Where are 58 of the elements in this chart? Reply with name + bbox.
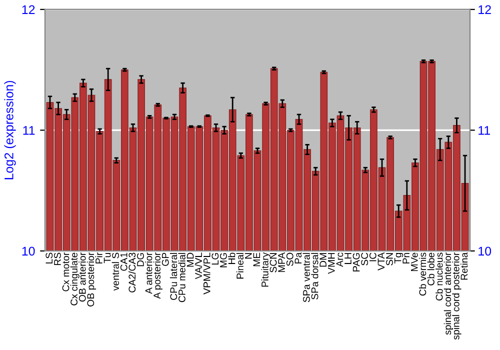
- x-tick-label: VTA: [378, 252, 385, 270]
- x-tick-label: SPa dorsal: [311, 252, 318, 300]
- x-tick-label: A anterior: [145, 252, 152, 294]
- x-tick-label: GP: [162, 252, 169, 266]
- x-tick-label: RS: [54, 252, 61, 266]
- x-tick-label: LG: [212, 253, 219, 265]
- x-tick-label: VPM/VPL: [203, 252, 210, 294]
- x-tick-label: IC: [369, 252, 376, 262]
- x-tick-label: ME: [253, 252, 260, 266]
- y-tick-label: 11: [23, 126, 35, 135]
- x-tick-label: Cb vermis: [418, 252, 426, 296]
- x-tick-label: MG: [220, 253, 227, 268]
- y2-tick-label: 12: [478, 5, 491, 14]
- x-tick-label: Pir: [95, 252, 102, 264]
- x-tick-label: SO: [286, 252, 294, 266]
- y-tick-label: 12: [22, 5, 35, 14]
- x-tick-label: CA2/CA3: [128, 252, 136, 292]
- y2-tick-label: 10: [478, 246, 492, 256]
- x-tick-label: ventral S: [112, 252, 119, 291]
- x-tick-label: Cb lobe: [427, 252, 434, 286]
- y-tick-label: 10: [22, 246, 35, 256]
- x-tick-label: Cb nucleus: [436, 252, 443, 300]
- x-tick-label: DM: [320, 253, 326, 267]
- x-tick-label: SPa ventral: [302, 252, 310, 302]
- x-tick-label: LH: [344, 253, 352, 264]
- x-tick-label: OB anterior: [78, 252, 86, 302]
- x-tick-label: MD: [186, 252, 194, 267]
- x-tick-label: Pn: [402, 252, 410, 264]
- x-tick-label: MPA: [278, 252, 285, 272]
- x-tick-label: Cx motor: [62, 252, 70, 292]
- x-tick-label: Tu: [104, 252, 111, 264]
- x-tick-label: DG: [137, 253, 144, 266]
- x-tick-label: Cx cingulate: [70, 252, 80, 306]
- x-tick-label: CA1: [120, 252, 128, 271]
- y2-tick-label: 11: [478, 126, 490, 135]
- x-tick-label: SCN: [270, 253, 277, 272]
- x-tick-label: Pineal: [236, 252, 244, 279]
- x-tick-label: Retina: [460, 252, 468, 280]
- x-tick-label: LS: [46, 252, 53, 264]
- x-tick-label: CPu medial: [178, 252, 186, 302]
- x-tick-label: Pituitary: [261, 252, 270, 287]
- x-tick-label: Tg: [394, 252, 404, 264]
- x-tick-label: SC: [361, 252, 368, 266]
- x-tick-label: spinal cord anterior: [444, 252, 453, 335]
- x-tick-label: A posterior: [153, 252, 162, 299]
- x-tick-label: Hb: [228, 252, 236, 264]
- x-tick-label: OB posterior: [86, 252, 96, 306]
- x-tick-label: CPu lateral: [170, 252, 178, 300]
- x-tick-label: N: [245, 253, 252, 259]
- x-tick-label: MVe: [411, 252, 418, 271]
- x-tick-label: Arc: [336, 252, 344, 267]
- x-tick-label: VMH: [328, 253, 335, 274]
- x-tick-label: VA/VL: [194, 252, 202, 280]
- y-axis-title: Log2 (expression): [4, 80, 16, 180]
- x-tick-label: PAG: [352, 253, 360, 272]
- x-tick-label: spinal cord posterior: [452, 252, 462, 340]
- x-tick-label: SN: [386, 253, 393, 266]
- x-tick-label: Pa: [294, 252, 302, 264]
